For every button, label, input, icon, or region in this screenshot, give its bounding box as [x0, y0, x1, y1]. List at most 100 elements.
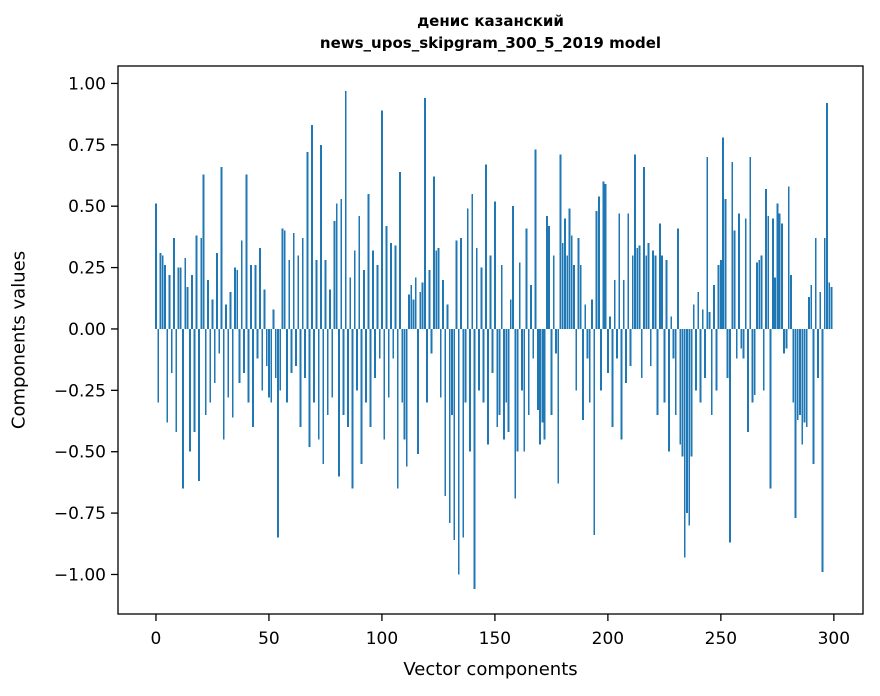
bar — [690, 328, 693, 457]
bar — [613, 279, 616, 329]
bar — [543, 328, 546, 440]
bar — [582, 328, 584, 420]
bar — [715, 328, 718, 391]
bar — [164, 265, 166, 329]
bar — [491, 328, 494, 374]
bar — [315, 260, 318, 329]
bar — [699, 328, 702, 403]
bar — [238, 328, 241, 383]
bar — [367, 193, 370, 329]
bar — [566, 255, 569, 329]
bar — [390, 243, 392, 329]
bar — [410, 284, 413, 329]
bar — [803, 328, 806, 423]
bar — [451, 328, 453, 415]
y-tick-label: 1.00 — [68, 74, 106, 94]
bar — [640, 328, 643, 379]
bar — [263, 289, 266, 329]
bar — [597, 196, 600, 329]
bar — [665, 260, 668, 329]
bar — [527, 328, 530, 415]
bar — [254, 265, 257, 329]
bar — [534, 149, 537, 329]
bar — [555, 328, 557, 354]
bar — [213, 328, 216, 383]
x-tick-label: 0 — [151, 629, 162, 649]
bar — [787, 186, 790, 329]
bar — [568, 208, 571, 329]
bar — [751, 328, 754, 403]
bar — [484, 164, 487, 329]
bar — [708, 311, 711, 329]
bar — [749, 157, 752, 329]
bar — [487, 328, 490, 445]
bar — [760, 255, 763, 329]
bar — [536, 328, 539, 410]
bar — [378, 328, 381, 359]
bar — [500, 265, 503, 329]
bar — [281, 228, 284, 329]
bar — [299, 328, 302, 428]
bar — [780, 223, 783, 329]
bar — [801, 328, 804, 445]
bar — [320, 144, 322, 329]
bar — [197, 328, 200, 482]
bar — [489, 255, 492, 329]
bar — [792, 328, 795, 403]
bar — [231, 328, 234, 418]
bar — [338, 328, 340, 477]
bar — [783, 328, 786, 354]
bar — [166, 328, 169, 423]
bar — [268, 328, 270, 398]
y-tick-label: 0.50 — [68, 197, 106, 217]
bar — [561, 243, 564, 329]
bar — [697, 292, 700, 329]
bar — [681, 328, 684, 457]
bar — [344, 90, 347, 329]
bar — [758, 260, 761, 329]
bar — [575, 328, 578, 391]
bar — [437, 247, 440, 329]
bar — [421, 282, 424, 329]
bar — [530, 284, 532, 329]
bar — [412, 299, 415, 329]
bar — [177, 267, 180, 329]
bar — [247, 328, 250, 403]
y-tick-label: 0.00 — [68, 320, 106, 340]
bar — [202, 174, 205, 329]
bar — [405, 328, 408, 467]
bar — [482, 328, 485, 403]
bar — [304, 328, 306, 379]
bar — [211, 299, 214, 329]
bar — [722, 137, 725, 329]
bar — [548, 225, 551, 329]
bar — [545, 216, 548, 329]
bar — [507, 328, 510, 433]
bar — [292, 233, 295, 329]
bar — [374, 328, 377, 379]
bar — [369, 328, 372, 428]
bar — [204, 328, 207, 415]
bar — [638, 245, 641, 329]
bar — [279, 328, 282, 391]
bar — [417, 328, 419, 455]
bar — [620, 328, 623, 440]
bar — [173, 238, 175, 329]
bar — [647, 243, 650, 329]
bar — [805, 328, 808, 428]
bar — [408, 294, 410, 329]
bar — [692, 304, 695, 329]
bar — [283, 230, 286, 329]
bar — [358, 216, 361, 329]
bar — [762, 328, 765, 391]
bar — [460, 238, 462, 329]
bar — [464, 328, 467, 403]
bar — [821, 328, 824, 573]
bar — [478, 328, 480, 391]
bar — [629, 328, 632, 366]
bar — [512, 206, 514, 329]
bar — [161, 255, 164, 329]
bar — [494, 201, 496, 329]
bar — [249, 265, 252, 329]
bar — [658, 223, 661, 329]
